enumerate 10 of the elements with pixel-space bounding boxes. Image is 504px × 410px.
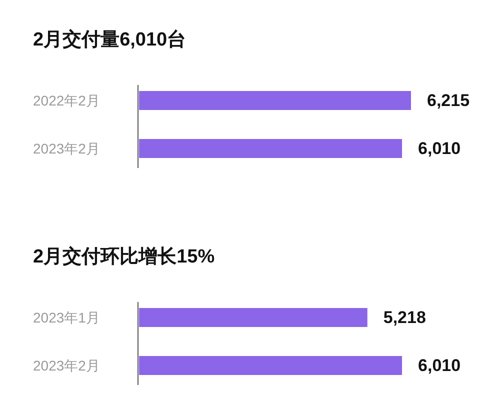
- y-tick-label: 2022年2月: [33, 92, 100, 108]
- chart-title: 2月交付环比增长15%: [33, 246, 215, 268]
- y-tick-label: 2023年2月: [33, 140, 100, 156]
- data-label: 6,215: [427, 91, 470, 110]
- data-label: 6,010: [418, 139, 461, 158]
- data-label: 5,218: [383, 308, 426, 327]
- y-tick-label: 2023年2月: [33, 358, 100, 374]
- chart-title: 2月交付量6,010台: [33, 28, 186, 50]
- y-tick-label: 2023年1月: [33, 310, 100, 326]
- data-label: 6,010: [418, 356, 461, 375]
